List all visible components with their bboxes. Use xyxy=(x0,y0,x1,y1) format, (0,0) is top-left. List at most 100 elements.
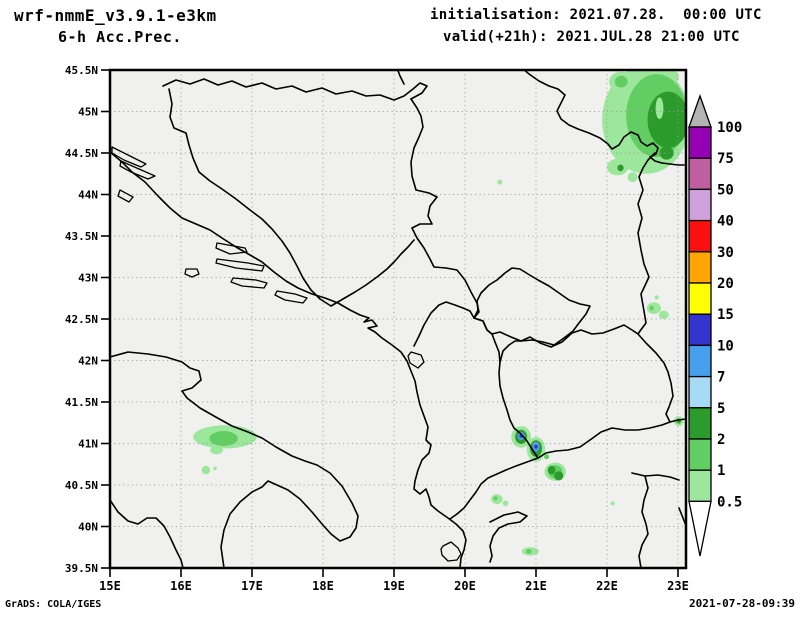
colorbar-segment xyxy=(688,438,712,471)
map-outline xyxy=(110,351,359,568)
precip-blob xyxy=(534,444,538,450)
map-outline xyxy=(637,152,656,335)
precip-blob xyxy=(659,146,674,160)
map-outline xyxy=(489,511,528,563)
colorbar-tick-label: 50 xyxy=(717,182,734,198)
colorbar-tick-label: 2 xyxy=(717,432,725,448)
island-outline xyxy=(407,351,425,369)
creation-timestamp: 2021-07-28-09:39 xyxy=(689,597,795,610)
colorbar-segment xyxy=(688,219,712,253)
map-outline xyxy=(638,475,649,568)
precip-blob xyxy=(649,305,654,311)
map-outline xyxy=(410,98,480,319)
colorbar-segment xyxy=(688,344,712,378)
island-outline xyxy=(215,242,248,255)
map-outline xyxy=(110,151,467,568)
lat-tick-label: 39.5N xyxy=(65,562,98,575)
colorbar-tick-label: 100 xyxy=(717,120,742,136)
colorbar-segment xyxy=(688,188,712,222)
precip-blob xyxy=(213,466,217,471)
colorbar-tick-label: 30 xyxy=(717,245,734,261)
precip-blob xyxy=(646,302,662,315)
precip-blob xyxy=(647,91,686,148)
lon-tick-label: 17E xyxy=(241,579,263,593)
map-outline xyxy=(330,239,415,307)
colorbar-tick-label: 0.5 xyxy=(717,494,742,510)
grads-credit: GrADS: COLA/IGES xyxy=(5,599,102,610)
island-outline xyxy=(119,160,156,180)
colorbar-tick-label: 1 xyxy=(717,463,725,479)
precip-shading xyxy=(193,70,686,556)
colorbar-segment xyxy=(688,282,712,315)
valid-time: valid(+21h): 2021.JUL.28 21:00 UTC xyxy=(443,29,740,45)
colorbar-segment xyxy=(688,407,712,440)
grid-lines xyxy=(110,70,686,568)
lat-tick-label: 40.5N xyxy=(65,479,98,492)
lat-tick-label: 40N xyxy=(78,521,98,534)
map-outline xyxy=(491,333,501,363)
colorbar xyxy=(688,94,712,557)
colorbar-tick-label: 10 xyxy=(717,338,734,354)
precip-blob xyxy=(497,179,503,185)
map-outline xyxy=(162,78,428,101)
lat-tick-label: 41N xyxy=(78,438,98,451)
colorbar-segment xyxy=(688,157,712,191)
colorbar-tick-label: 7 xyxy=(717,370,725,386)
initialisation-time: initialisation: 2021.07.28. 00:00 UTC xyxy=(430,7,762,23)
lon-tick-label: 15E xyxy=(99,579,121,593)
island-outline xyxy=(274,290,308,304)
map-background xyxy=(110,70,686,568)
colorbar-segment xyxy=(688,251,712,284)
island-outline xyxy=(440,541,462,562)
precip-blob xyxy=(654,295,659,300)
lat-tick-label: 44N xyxy=(78,189,98,202)
coastlines-borders xyxy=(110,70,686,568)
lat-tick-label: 42N xyxy=(78,355,98,368)
colorbar-segment xyxy=(688,469,712,503)
precip-blob xyxy=(627,172,638,183)
model-title: wrf-nmmE_v3.9.1-e3km xyxy=(14,6,217,25)
colorbar-tick-label: 5 xyxy=(717,401,725,417)
lat-tick-label: 45.5N xyxy=(65,64,98,77)
precip-blob xyxy=(617,164,624,172)
island-outline xyxy=(117,189,134,203)
precip-blob xyxy=(554,471,564,481)
precip-blob xyxy=(547,465,556,475)
map-outline xyxy=(110,499,184,568)
lat-tick-label: 43N xyxy=(78,272,98,285)
lon-tick-label: 23E xyxy=(667,579,689,593)
product-title: 6-h Acc.Prec. xyxy=(58,28,182,46)
lat-tick-label: 41.5N xyxy=(65,396,98,409)
lat-tick-label: 42.5N xyxy=(65,313,98,326)
lon-tick-label: 16E xyxy=(170,579,192,593)
island-outline xyxy=(111,146,147,168)
island-outline xyxy=(215,258,265,272)
colorbar-segment xyxy=(688,126,712,159)
lon-axis-labels: 15E 16E 17E 18E 19E 20E 21E 22E 23E xyxy=(99,579,689,593)
precip-blob xyxy=(614,75,628,88)
colorbar-segment xyxy=(688,375,712,409)
lat-tick-label: 44.5N xyxy=(65,147,98,160)
colorbar-labels: 0.5 1 2 5 7 10 15 20 30 40 50 75 100 xyxy=(717,120,742,510)
lon-tick-label: 21E xyxy=(525,579,547,593)
colorbar-segment xyxy=(688,313,712,347)
colorbar-under-triangle xyxy=(688,500,712,557)
precip-blob xyxy=(658,310,669,320)
island-outline xyxy=(230,277,268,289)
lon-tick-label: 20E xyxy=(454,579,476,593)
colorbar-tick-label: 40 xyxy=(717,214,734,230)
map-outline xyxy=(678,507,686,529)
precip-blob xyxy=(610,501,615,506)
map-outline xyxy=(631,472,680,481)
precip-blob xyxy=(210,445,223,455)
axis-ticks xyxy=(101,69,679,577)
precip-blob xyxy=(493,496,498,501)
map-outline xyxy=(449,457,539,520)
colorbar-tick-label: 20 xyxy=(717,276,734,292)
precip-blob xyxy=(526,549,532,554)
precip-blob xyxy=(544,454,550,460)
map-outline xyxy=(168,88,332,307)
colorbar-over-triangle xyxy=(688,94,712,128)
map-outline xyxy=(498,324,674,459)
